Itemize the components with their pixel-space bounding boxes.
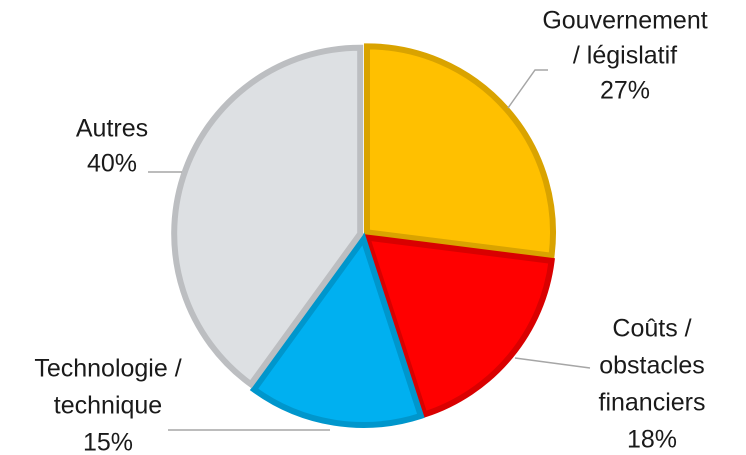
slice-label: technique	[54, 392, 162, 420]
leader-line	[507, 69, 548, 109]
pie-slice	[364, 43, 556, 260]
slice-label: obstacles	[599, 352, 705, 380]
leader-line	[514, 357, 591, 369]
slice-value-label: 40%	[87, 150, 137, 178]
pie-slice	[362, 233, 555, 419]
slice-label: financiers	[599, 389, 706, 417]
slice-label: Technologie /	[34, 355, 181, 383]
pie-slice	[249, 232, 425, 428]
slice-value-label: 18%	[627, 426, 677, 454]
slice-label: Coûts /	[612, 315, 691, 343]
slice-label: Gouvernement	[542, 7, 707, 35]
pie-slice	[171, 44, 364, 389]
slice-value-label: 15%	[83, 429, 133, 455]
slice-label: Autres	[76, 115, 148, 143]
slice-label: / législatif	[573, 42, 677, 70]
slice-value-label: 27%	[600, 77, 650, 105]
